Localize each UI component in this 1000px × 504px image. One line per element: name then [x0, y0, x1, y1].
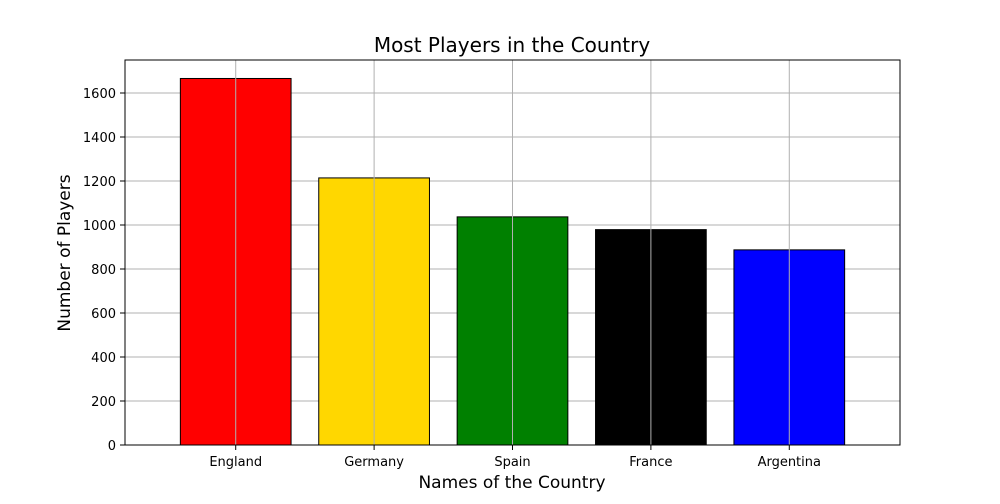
chart-title: Most Players in the Country: [374, 33, 651, 57]
x-tick-label: France: [629, 455, 672, 470]
y-tick-label: 1000: [83, 219, 116, 234]
x-axis-label: Names of the Country: [418, 473, 605, 493]
y-tick-label: 800: [91, 263, 116, 278]
y-tick-label: 1200: [83, 175, 116, 190]
x-tick-label: Spain: [494, 455, 530, 470]
y-tick-label: 600: [91, 307, 116, 322]
x-axis-ticks: England Germany Spain France Argentina: [209, 445, 821, 470]
x-tick-label: Germany: [344, 455, 404, 470]
x-tick-label: England: [209, 455, 262, 470]
y-axis-ticks: 0 200 400 600 800 1000 1200 1400 1600: [83, 87, 125, 454]
y-tick-label: 400: [91, 351, 116, 366]
y-axis-label: Number of Players: [55, 174, 75, 331]
bars: [179, 60, 846, 446]
x-tick-label: Argentina: [758, 455, 821, 470]
y-tick-label: 1600: [83, 87, 116, 102]
y-tick-label: 1400: [83, 131, 116, 146]
y-tick-label: 0: [108, 439, 116, 454]
y-tick-label: 200: [91, 395, 116, 410]
